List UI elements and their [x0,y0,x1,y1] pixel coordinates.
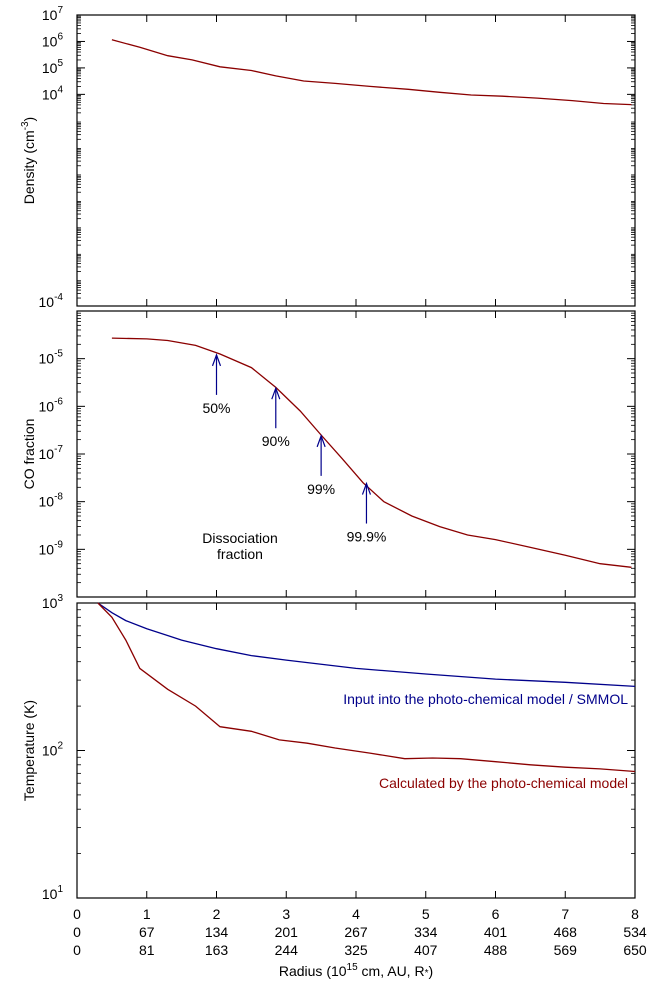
x-tick-label: 4 [352,906,360,922]
x-tick-label: 163 [205,942,229,958]
series-line-0 [111,39,632,106]
x-tick-label: 67 [139,924,155,940]
dissociation-label: 50% [202,400,230,416]
dissociation-label: 99% [307,481,335,497]
x-tick-label: 5 [422,906,430,922]
arrow-head [361,481,372,495]
series-line-0 [97,602,636,688]
x-tick-label: 407 [414,942,438,958]
x-tick-label: 3 [282,906,290,922]
x-tick-label: 201 [275,924,299,940]
x-tick-label: 0 [73,906,81,922]
y-tick-label: 10-5 [39,349,64,367]
x-tick-label: 468 [554,924,578,940]
y-tick-label: 10-7 [39,444,64,462]
x-tick-label: 1 [143,906,151,922]
x-tick-label: 0 [73,942,81,958]
plot-frame [76,310,636,598]
x-tick-label: 244 [275,942,299,958]
x-tick-label: 81 [139,942,155,958]
y-tick-label: 102 [42,741,64,759]
y-tick-label: 10-6 [39,396,64,414]
co-fraction-panel: 10-9 10-8 10-7 10-6 10-5 CO fraction 50% 90% 99%… [21,310,636,598]
x-axis-label: Radius (1015 cm, AU, R*) [279,962,433,979]
x-tick-label: 401 [484,924,508,940]
x-tick-label: 134 [205,924,229,940]
x-tick-label: 6 [492,906,500,922]
x-tick-label: 534 [623,924,647,940]
y-tick-label: 103 [42,593,64,611]
series-label-input: Input into the photo-chemical model / SM… [343,691,628,707]
x-tick-label: 0 [73,924,81,940]
y-tick-label: 10-9 [39,539,64,557]
x-tick-label: 334 [414,924,438,940]
x-tick-label: 7 [561,906,569,922]
x-tick-label: 569 [554,942,578,958]
arrow-head [271,386,281,400]
annotation-dissociation-fraction: Dissociation fraction [202,530,277,562]
y-tick-label: 10-4 [39,292,64,310]
y-tick-label: 10-8 [39,492,64,510]
x-tick-label: 8 [631,906,639,922]
y-tick-label: 106 [42,31,64,49]
y-tick-label: 101 [42,884,64,902]
x-tick-label: 650 [623,942,647,958]
temperature-panel: 101 102 103 Temperature (K) Input into the p… [21,593,636,902]
dissociation-label: 99.9% [347,529,387,545]
y-axis-label: Temperature (K) [21,700,37,801]
dissociation-label: 90% [262,433,290,449]
plot-frame [76,14,636,307]
x-tick-label: 325 [344,942,368,958]
y-axis-label: CO fraction [21,419,37,490]
density-panel: 104 105 106 107 10-4 Density (cm-3) [20,5,636,310]
y-axis-label: Density (cm-3) [20,117,37,204]
y-tick-label: 104 [42,84,64,102]
arrow-head [211,353,222,367]
series-label-calculated: Calculated by the photo-chemical model [379,775,628,791]
x-tick-label: 488 [484,942,508,958]
series-line-0 [111,337,632,568]
x-tick-label: 267 [344,924,368,940]
x-tick-label: 2 [213,906,221,922]
series-line-1 [97,602,636,773]
y-tick-label: 107 [42,5,64,23]
arrow-head [316,434,326,448]
y-tick-label: 105 [42,58,64,76]
